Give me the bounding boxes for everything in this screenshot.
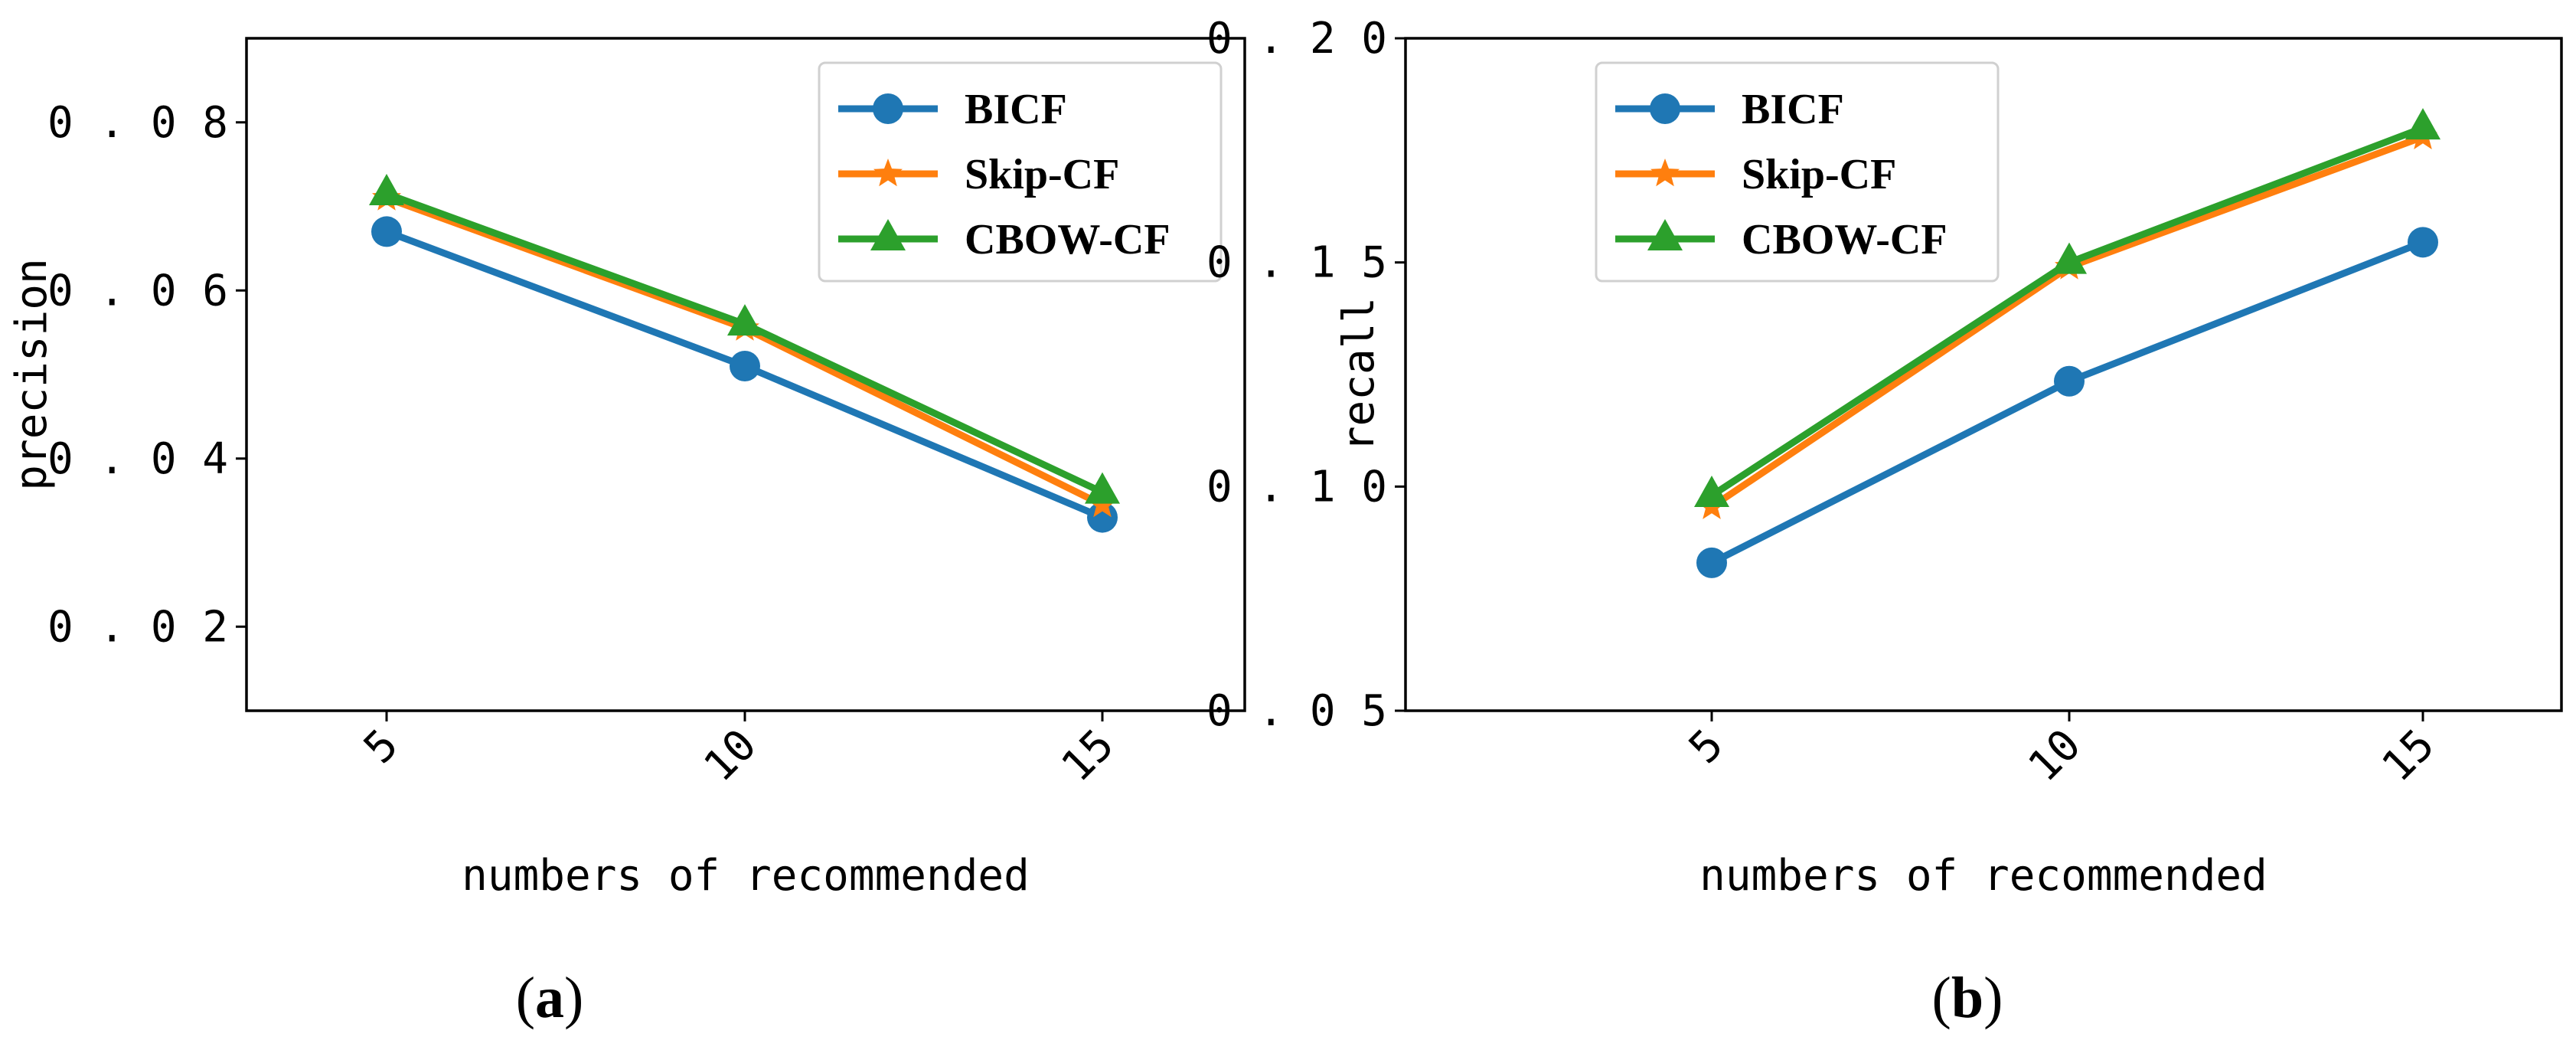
data-point-cbow-cf <box>1085 472 1120 504</box>
legend: BICF Skip-CF CBOW-CF <box>1595 61 2000 283</box>
chart-precision: 0 . 0 2 0 . 0 4 0 . 0 6 0 . 0 8 5 10 15 numbers… <box>7 37 1246 1030</box>
data-point-bicf <box>730 351 760 382</box>
y-tick-label: 0 . 1 5 <box>1206 238 1387 288</box>
data-point-bicf <box>2054 365 2085 397</box>
x-tick-label: 15 <box>2372 720 2444 792</box>
legend-swatch-marker <box>873 159 903 187</box>
series-bicf <box>371 216 1118 533</box>
y-tick-label: 0 . 1 0 <box>1206 462 1387 512</box>
legend-label: CBOW-CF <box>1742 216 1948 263</box>
data-point-bicf <box>371 216 402 247</box>
x-axis-label: numbers of recommended <box>1699 851 2267 901</box>
legend-label: Skip-CF <box>965 151 1119 198</box>
legend-label: CBOW-CF <box>965 216 1170 263</box>
data-point-cbow-cf <box>1694 476 1729 508</box>
series-cbow-cf <box>1694 108 2441 508</box>
legend-swatch-marker <box>873 93 903 124</box>
legend: BICF Skip-CF CBOW-CF <box>818 61 1223 283</box>
data-point-bicf <box>2408 227 2438 258</box>
y-tick-label: 0 . 0 5 <box>1206 686 1387 736</box>
data-point-bicf <box>1087 502 1118 533</box>
legend-swatch-marker <box>1650 159 1680 187</box>
series-bicf <box>1696 227 2438 578</box>
x-tick-label: 10 <box>694 720 766 792</box>
data-point-cbow-cf <box>369 174 404 206</box>
data-point-cbow-cf <box>727 304 762 336</box>
y-tick-label: 0 . 0 8 <box>47 98 228 148</box>
panel-label: (b) <box>1932 966 2003 1030</box>
y-axis-label: recall <box>1334 297 1384 452</box>
x-axis-label: numbers of recommended <box>462 851 1030 901</box>
chart-recall: 0 . 0 5 0 . 1 0 0 . 1 5 0 . 2 0 5 10 15 numbers… <box>1206 14 2563 1030</box>
data-point-bicf <box>1696 547 1727 578</box>
y-axis-label: precision <box>7 258 57 490</box>
series-line-bicf <box>1709 239 2424 566</box>
y-tick-label: 0 . 0 6 <box>47 266 228 316</box>
panel-label: (a) <box>516 966 584 1030</box>
y-tick-label: 0 . 0 4 <box>47 434 228 484</box>
data-point-cbow-cf <box>2052 242 2087 274</box>
legend-box <box>1595 61 2000 283</box>
legend-label: BICF <box>1742 86 1844 133</box>
y-tick-label: 0 . 2 0 <box>1206 14 1387 64</box>
legend-swatch-marker <box>870 219 906 250</box>
x-tick-label: 5 <box>354 720 408 774</box>
x-tick-label: 15 <box>1052 720 1124 792</box>
data-point-cbow-cf <box>2405 108 2441 140</box>
legend-label: BICF <box>965 86 1067 133</box>
x-tick-label: 5 <box>1680 720 1733 774</box>
legend-swatch-marker <box>1650 93 1680 124</box>
x-tick-label: 10 <box>2019 720 2091 792</box>
series-cbow-cf <box>369 174 1120 504</box>
legend-box <box>818 61 1223 283</box>
legend-swatch-marker <box>1647 219 1683 250</box>
legend-label: Skip-CF <box>1742 151 1896 198</box>
y-tick-label: 0 . 0 2 <box>47 602 228 652</box>
plot-frame <box>1404 37 2563 712</box>
